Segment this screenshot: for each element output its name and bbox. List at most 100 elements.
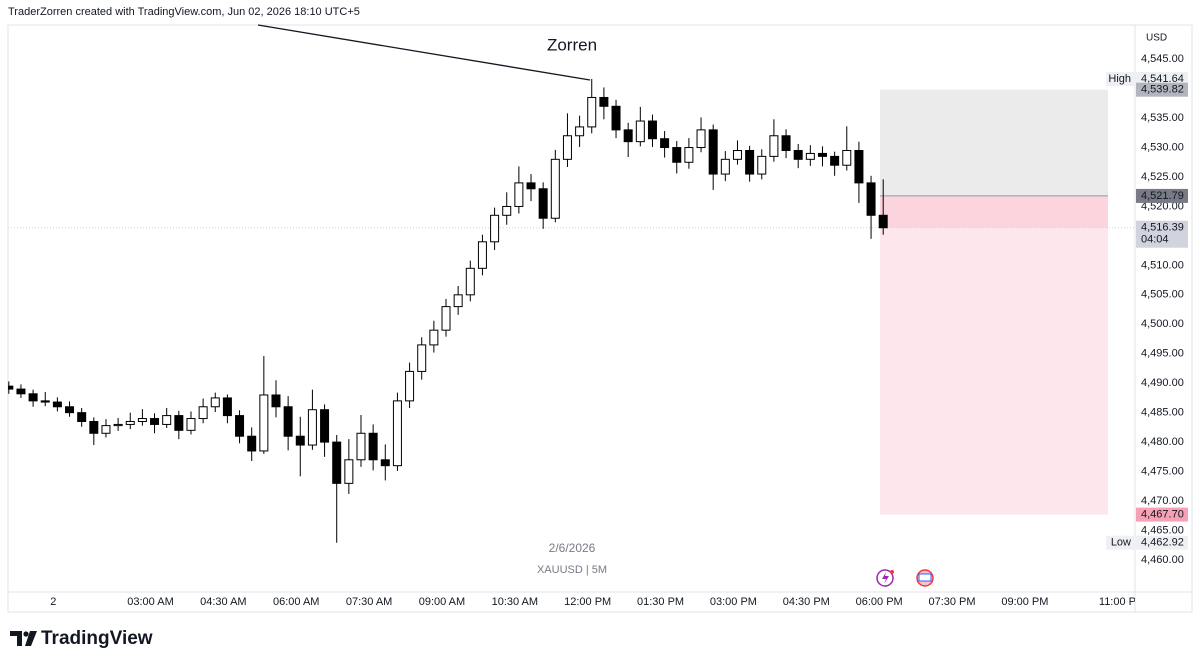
y-tick-label: 4,545.00 (1141, 53, 1184, 65)
candle-body (684, 147, 694, 163)
candle-body (647, 120, 657, 140)
candle-body (52, 401, 62, 408)
candle-body (611, 105, 621, 131)
high-label: 4,541.64 (1141, 73, 1184, 85)
marker-tag: Low (1111, 537, 1131, 549)
y-tick-label: 4,495.00 (1141, 348, 1184, 360)
x-tick-label: 09:00 PM (1001, 596, 1048, 608)
candle-body (453, 294, 463, 308)
stop-zone (880, 89, 1108, 196)
candle-body (380, 459, 390, 467)
candle-body (417, 344, 427, 372)
logo-dot (23, 631, 29, 637)
time-axis: 2 03:00 AM 04:30 AM 06:00 AM 07:30 AM 09:00 A… (50, 596, 1145, 608)
candle-body (757, 155, 767, 175)
price-axis: USD4,545.004,540.004,535.004,530.004,525… (1106, 33, 1188, 566)
y-tick-label: 4,520.00 (1141, 200, 1184, 212)
candle-body (502, 205, 512, 216)
candle-body (672, 147, 682, 163)
x-tick-label: 12:00 PM (564, 596, 611, 608)
x-tick-label: 11:00 PM (1099, 596, 1145, 608)
watermark-date: 2/6/2026 (549, 541, 596, 555)
y-tick-label: 4,500.00 (1141, 318, 1184, 330)
candle-body (8, 385, 14, 390)
logo-shape (25, 631, 37, 646)
candle-body (830, 155, 840, 166)
x-tick-label: 09:00 AM (419, 596, 465, 608)
x-tick-label: 03:00 PM (710, 596, 757, 608)
plot-area (8, 78, 1135, 543)
candle-body (222, 397, 232, 417)
countdown-label: 04:04 (1141, 234, 1169, 246)
y-tick-label: 4,535.00 (1141, 112, 1184, 124)
target-zone (880, 195, 1108, 515)
x-tick-label: 07:30 AM (346, 596, 392, 608)
candle-body (599, 96, 609, 107)
candle-body (65, 406, 75, 414)
candle-body (174, 415, 184, 431)
y-tick-label: 4,530.00 (1141, 141, 1184, 153)
candle-body (623, 129, 633, 143)
y-tick-label: 4,480.00 (1141, 436, 1184, 448)
x-tick-label: 06:00 PM (856, 596, 903, 608)
candle-body (477, 241, 487, 269)
candle-body (89, 420, 99, 434)
candle-body (283, 406, 293, 437)
x-tick-label: 07:30 PM (928, 596, 975, 608)
candle-body (28, 393, 38, 402)
candle-body (745, 149, 755, 175)
candle-body (805, 152, 815, 160)
candle-body (587, 96, 597, 128)
chart-frame (7, 24, 1193, 613)
marker-tag: High (1108, 73, 1131, 85)
x-tick-label: 01:30 PM (637, 596, 684, 608)
candle-body (113, 423, 123, 427)
candle-body (320, 409, 330, 443)
low-label-box (1136, 535, 1188, 550)
last-price-box (1136, 220, 1188, 248)
candle-body (538, 188, 548, 219)
candle-body (332, 441, 342, 484)
candle-body (198, 406, 208, 420)
high-label-box (1136, 71, 1188, 86)
candle-body (77, 412, 87, 422)
y-tick-label: 4,525.00 (1141, 171, 1184, 183)
x-tick-label: 03:00 AM (127, 596, 173, 608)
candle-body (271, 394, 281, 408)
candle-body (732, 149, 742, 160)
target-label-box (1136, 507, 1188, 522)
candle-body (307, 409, 317, 446)
marker-tag-box (1106, 71, 1136, 86)
candle-body (392, 400, 402, 467)
x-tick-label: 04:30 PM (783, 596, 830, 608)
candle-body (101, 425, 111, 434)
marker-tag-box (1106, 535, 1136, 550)
annotation-text: Zorren (547, 35, 597, 54)
low-label: 4,462.92 (1141, 537, 1184, 549)
y-tick-label: 4,470.00 (1141, 495, 1184, 507)
y-tick-label: 4,505.00 (1141, 289, 1184, 301)
candle-body (708, 129, 718, 175)
candle-body (696, 129, 706, 149)
candle-body (465, 267, 475, 296)
candle-body (186, 418, 196, 431)
candle-body (40, 400, 50, 403)
header-text: TraderZorren created with TradingView.co… (8, 6, 360, 18)
candle-body (235, 415, 245, 437)
candle-body (514, 182, 524, 207)
x-tick-label: 10:30 AM (492, 596, 538, 608)
flag-glyph (918, 573, 932, 582)
currency-label: USD (1146, 33, 1167, 44)
events-icon[interactable] (876, 569, 934, 587)
candle-body (247, 435, 257, 452)
candle-body (866, 182, 876, 216)
annotation-line (257, 24, 591, 81)
target-label: 4,467.70 (1141, 508, 1184, 520)
y-tick-label: 4,465.00 (1141, 524, 1184, 536)
candle-body (854, 149, 864, 184)
candle-body (150, 418, 160, 425)
candle-body (550, 158, 560, 219)
y-tick-label: 4,490.00 (1141, 377, 1184, 389)
